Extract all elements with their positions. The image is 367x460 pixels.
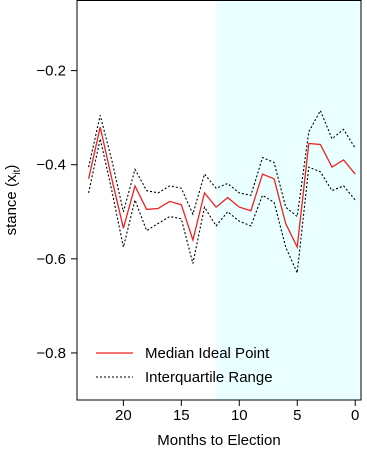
x-tick-label: 5	[293, 407, 301, 424]
y-axis-label-subscript: it	[12, 169, 23, 174]
x-tick-label: 20	[115, 407, 132, 424]
x-axis: 20 15 10 5 0	[115, 399, 359, 424]
series-layer	[87, 109, 356, 275]
series-line-iqr-upper	[88, 109, 356, 218]
legend-label-median: Median Ideal Point	[145, 345, 270, 362]
y-axis: −0.2 −0.4 −0.6 −0.8	[36, 63, 77, 362]
legend-label-iqr: Interquartile Range	[145, 369, 273, 386]
y-tick-label: −0.2	[36, 63, 66, 80]
y-tick-label: −0.4	[36, 157, 66, 174]
x-tick-label: 0	[351, 407, 359, 424]
legend: Median Ideal Point Interquartile Range	[96, 345, 273, 386]
y-tick-label: −0.6	[36, 251, 66, 268]
y-axis-label-close: )	[3, 165, 20, 170]
x-tick-label: 10	[231, 407, 248, 424]
y-tick-label: −0.8	[36, 345, 66, 362]
series-line-iqr-lower	[88, 138, 356, 275]
shaded-region	[216, 0, 361, 400]
y-axis-label-main: stance (x	[3, 174, 20, 235]
x-tick-label: 15	[173, 407, 190, 424]
x-axis-label: Months to Election	[157, 432, 280, 449]
series-line-median	[87, 126, 356, 250]
y-axis-label: stance (xit)	[3, 165, 23, 236]
